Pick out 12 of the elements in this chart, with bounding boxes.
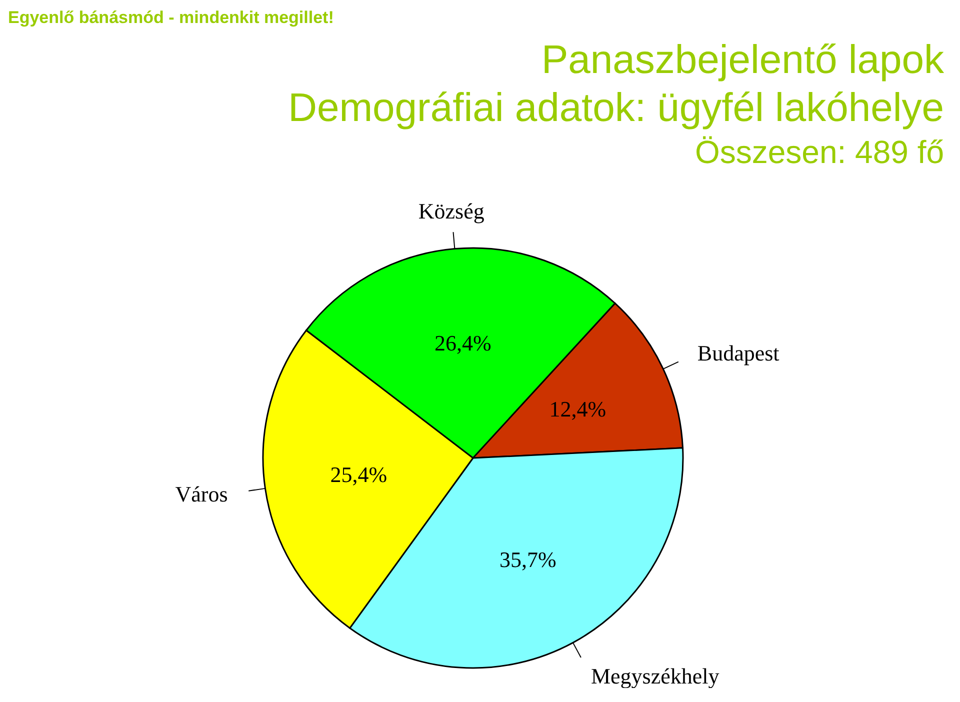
data-label: 26,4% xyxy=(434,330,492,356)
slice-label: Megyszékhely xyxy=(590,663,720,688)
chart-subtitle: Demográfiai adatok: ügyfél lakóhelye xyxy=(288,85,944,132)
data-label: 12,4% xyxy=(549,396,606,422)
chart-title: Panaszbejelentő lapok xyxy=(540,37,944,84)
slice-label: Budapest xyxy=(697,340,780,366)
data-label: 25,4% xyxy=(330,462,388,488)
text: Egyenlő bánásmód - mindenkit megillet! xyxy=(8,8,334,28)
slice-label: Város xyxy=(175,481,228,506)
slice-label: Község xyxy=(418,198,484,224)
text: Összesen: 489 fő xyxy=(694,133,944,172)
data-label: 35,7% xyxy=(500,547,556,572)
